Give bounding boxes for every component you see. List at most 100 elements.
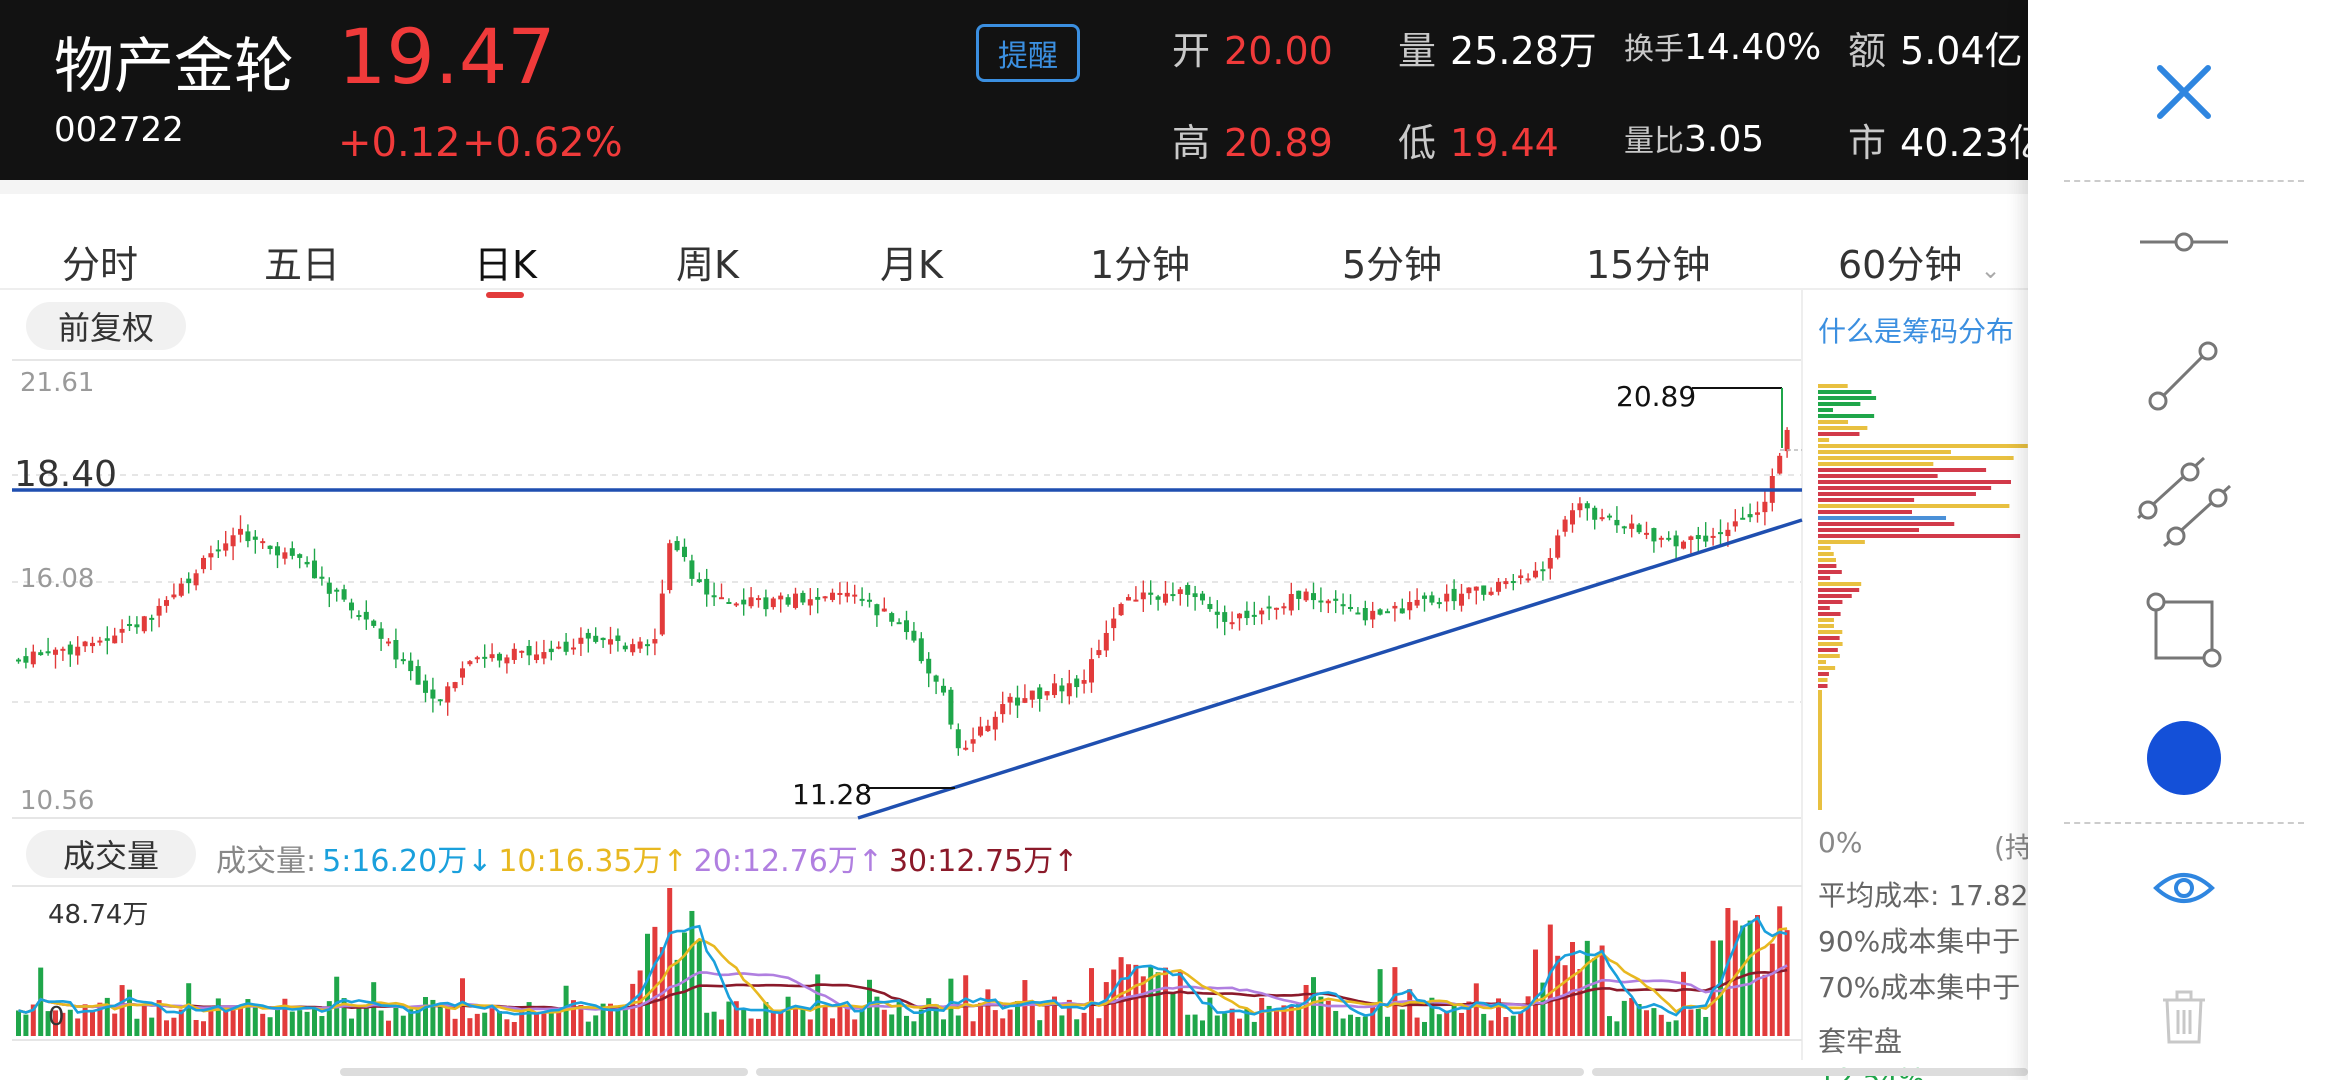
candle-body xyxy=(748,597,754,607)
tab-15min[interactable]: 15分钟 xyxy=(1586,243,1711,287)
tab-5min[interactable]: 5分钟 xyxy=(1342,243,1443,287)
volume-bar xyxy=(349,1018,354,1036)
chip-bar xyxy=(1818,678,1828,682)
volume-bar xyxy=(770,1011,776,1036)
candle-body xyxy=(16,659,21,662)
volume-bar xyxy=(852,1019,858,1036)
chip-bar xyxy=(1818,516,1947,520)
volume-bar xyxy=(1695,1008,1701,1036)
candle-body xyxy=(1118,603,1124,616)
rectangle-icon[interactable] xyxy=(2028,590,2340,670)
volume-bar xyxy=(726,1001,732,1036)
candle-body xyxy=(53,649,58,655)
tab-60min[interactable]: 60分钟 ⌄ xyxy=(1838,243,2001,287)
close-icon[interactable] xyxy=(2028,52,2340,132)
quote-amount: 额 5.04亿 xyxy=(1848,29,2023,73)
chip-bar xyxy=(1818,396,1877,400)
volume-ma5-line xyxy=(18,916,1788,1017)
timeline-scroll-thumb[interactable] xyxy=(756,1068,1584,1076)
tab-1min[interactable]: 1分钟 xyxy=(1090,243,1191,287)
candle-body xyxy=(1029,690,1035,700)
volume-bar xyxy=(1288,1005,1294,1036)
candle-body xyxy=(1355,612,1361,615)
candle-body xyxy=(437,699,443,702)
candle-body xyxy=(541,652,547,659)
volume-bar xyxy=(319,1016,325,1036)
volume-bar xyxy=(201,1021,206,1036)
chip-bar xyxy=(1818,462,1934,466)
volume-bar xyxy=(571,1000,576,1036)
chip-bar xyxy=(1818,402,1861,406)
candle-body xyxy=(460,668,465,678)
remind-button[interactable]: 提醒 xyxy=(976,24,1080,82)
volume-bar xyxy=(1503,1017,1509,1036)
candle-body xyxy=(1377,609,1383,615)
candle-body xyxy=(1644,532,1649,535)
candle-body xyxy=(223,543,229,551)
candle-body xyxy=(408,660,414,672)
chip-help-link[interactable]: 什么是筹码分布 xyxy=(1818,315,2015,348)
candle-body xyxy=(363,611,369,620)
volume-bar xyxy=(1303,984,1309,1036)
timeline-scroll-segment[interactable] xyxy=(1592,1068,2028,1076)
candle-body xyxy=(571,647,576,650)
trash-icon[interactable] xyxy=(2028,986,2340,1046)
eye-icon[interactable] xyxy=(2028,862,2340,914)
volume-indicator-toggle[interactable]: 成交量 xyxy=(26,830,196,878)
adjust-toggle[interactable]: 前复权 xyxy=(26,302,186,350)
volume-bar xyxy=(1222,1013,1228,1036)
volume-bar xyxy=(867,979,872,1036)
timeline-scroll-segment[interactable] xyxy=(340,1068,748,1076)
chip-bar xyxy=(1818,414,1875,418)
candle-body xyxy=(1784,429,1790,452)
candle-body xyxy=(1688,536,1694,540)
candle-body xyxy=(896,622,902,625)
candle-body xyxy=(349,602,354,611)
segment-line-icon[interactable] xyxy=(2028,330,2340,420)
candle-body xyxy=(548,648,554,653)
candle-body xyxy=(304,561,310,565)
tab-intraday[interactable]: 分时 xyxy=(62,243,139,287)
volume-ma-lines xyxy=(18,916,1788,1017)
candle-body xyxy=(452,682,458,689)
candle-body xyxy=(763,597,769,610)
volume-bar xyxy=(75,1018,81,1036)
volume-bar xyxy=(156,1000,162,1036)
volume-bar xyxy=(630,983,636,1036)
candle-body xyxy=(741,599,747,605)
volume-bar xyxy=(1607,1016,1612,1036)
ascending-trend-line xyxy=(857,518,1803,820)
volume-bar xyxy=(437,1005,443,1036)
tab-daily-k[interactable]: 日K xyxy=(474,243,537,287)
chip-avg-cost: 平均成本: 17.82 xyxy=(1818,879,2029,912)
candle-body xyxy=(1111,618,1117,629)
volume-bar xyxy=(807,1019,813,1036)
candle-body xyxy=(593,635,599,642)
candle-body xyxy=(1274,607,1279,610)
candle-body xyxy=(1740,517,1746,520)
candle-body xyxy=(689,560,695,579)
color-dot-icon[interactable] xyxy=(2028,718,2340,798)
candle-body xyxy=(719,597,724,600)
volume-bar xyxy=(356,1007,362,1036)
volume-bar xyxy=(918,1009,924,1036)
horizontal-line-icon[interactable] xyxy=(2028,212,2340,272)
candle-body xyxy=(1488,591,1494,595)
candle-body xyxy=(726,601,732,604)
chip-bar xyxy=(1818,558,1836,562)
tab-five-day[interactable]: 五日 xyxy=(264,243,341,287)
candle-body xyxy=(1096,650,1102,656)
volume-bar xyxy=(763,1002,769,1036)
volume-bar xyxy=(1385,1016,1390,1036)
quote-header: 物产金轮 002722 19.47 +0.12 +0.62% 提醒 开 20.00… xyxy=(0,0,2047,180)
tab-weekly-k[interactable]: 周K xyxy=(676,243,739,287)
volume-bar xyxy=(844,1007,850,1036)
candle-body xyxy=(1089,659,1094,683)
volume-bar xyxy=(104,997,110,1036)
tab-monthly-k[interactable]: 月K xyxy=(880,243,943,287)
volume-bar xyxy=(149,1017,155,1036)
parallel-lines-icon[interactable] xyxy=(2028,452,2340,552)
volume-bar xyxy=(45,1011,51,1036)
candle-body xyxy=(830,592,835,600)
